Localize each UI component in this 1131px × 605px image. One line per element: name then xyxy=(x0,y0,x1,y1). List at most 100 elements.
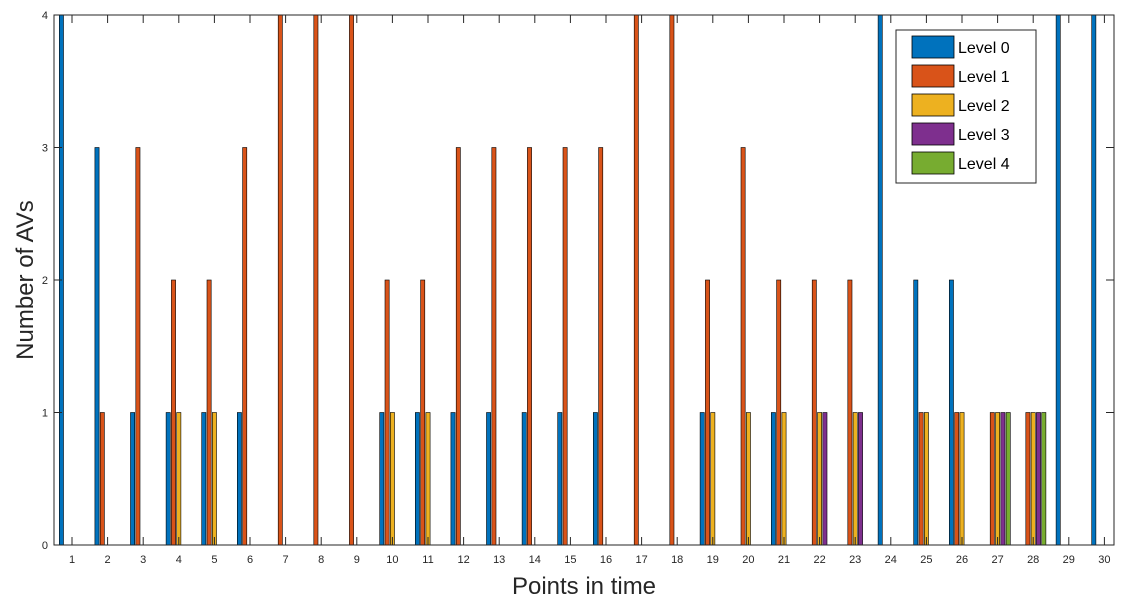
bar-level-1-t4 xyxy=(171,279,176,546)
bar-level-3-t22 xyxy=(822,412,828,546)
bar-level-1-t12 xyxy=(455,147,461,546)
bar-level-1-t11 xyxy=(420,279,426,546)
bar-level-0-t19 xyxy=(699,412,705,546)
x-tick-label: 24 xyxy=(885,554,897,566)
x-tick-label: 3 xyxy=(140,554,146,566)
bar-level-0-t12 xyxy=(450,412,456,546)
bar-level-2-t22 xyxy=(817,412,822,546)
legend-label-level-1: Level 1 xyxy=(958,69,1010,86)
bar-level-3-t28 xyxy=(1036,412,1041,546)
y-tick-label: 2 xyxy=(42,275,48,287)
y-tick-label: 1 xyxy=(42,408,48,420)
x-tick-label: 12 xyxy=(457,554,469,566)
bar-level-0-t13 xyxy=(486,412,491,546)
bar-level-1-t8 xyxy=(313,14,319,546)
x-tick-label: 26 xyxy=(956,554,968,566)
bar-level-2-t4 xyxy=(176,412,182,546)
bar-level-1-t18 xyxy=(669,14,675,546)
x-tick-label: 22 xyxy=(813,554,825,566)
bar-level-1-t7 xyxy=(277,14,283,546)
bar-level-1-t6 xyxy=(242,147,248,546)
y-tick-label: 3 xyxy=(42,143,48,155)
bar-level-3-t23 xyxy=(858,412,863,546)
x-tick-label: 16 xyxy=(600,554,612,566)
bar-level-0-t2 xyxy=(94,147,100,546)
bar-level-4-t27 xyxy=(1005,412,1011,546)
x-tick-label: 17 xyxy=(635,554,647,566)
bar-level-1-t10 xyxy=(384,279,390,546)
bar-level-2-t26 xyxy=(959,412,965,546)
x-tick-label: 29 xyxy=(1063,554,1075,566)
bar-level-0-t30 xyxy=(1091,14,1097,546)
x-tick-label: 14 xyxy=(529,554,541,566)
legend-swatch-level-1 xyxy=(911,64,955,88)
bar-level-2-t25 xyxy=(923,412,929,546)
bar-level-0-t11 xyxy=(414,412,420,546)
bar-level-0-t5 xyxy=(201,412,207,546)
bar-level-1-t14 xyxy=(527,147,532,546)
bar-level-0-t14 xyxy=(521,412,527,546)
legend: Level 0 Level 1 Level 2 Level 3 Level 4 xyxy=(895,29,1037,184)
x-tick-label: 2 xyxy=(105,554,111,566)
bar-level-2-t21 xyxy=(781,412,787,546)
x-tick-label: 4 xyxy=(176,554,182,566)
x-tick-label: 27 xyxy=(991,554,1003,566)
bar-level-1-t19 xyxy=(705,279,710,546)
legend-swatch-level-0 xyxy=(911,35,955,59)
bar-level-0-t25 xyxy=(913,279,919,546)
x-tick-label: 25 xyxy=(920,554,932,566)
bar-level-1-t27 xyxy=(989,412,995,546)
bar-level-1-t26 xyxy=(954,412,960,546)
bar-level-0-t4 xyxy=(165,412,171,546)
bar-level-1-t22 xyxy=(811,279,817,546)
x-tick-label: 5 xyxy=(211,554,217,566)
x-tick-label: 10 xyxy=(386,554,398,566)
bar-level-1-t15 xyxy=(562,147,568,546)
x-tick-label: 20 xyxy=(742,554,754,566)
legend-label-level-2: Level 2 xyxy=(958,98,1010,115)
bar-level-1-t20 xyxy=(740,147,746,546)
bar-level-1-t3 xyxy=(135,147,141,546)
x-tick-label: 23 xyxy=(849,554,861,566)
x-tick-label: 21 xyxy=(778,554,790,566)
x-tick-label: 30 xyxy=(1098,554,1110,566)
y-tick-label: 0 xyxy=(42,540,48,552)
bar-level-0-t16 xyxy=(592,412,598,546)
x-tick-label: 1 xyxy=(69,554,75,566)
bar-level-1-t28 xyxy=(1025,412,1031,546)
legend-swatch-level-2 xyxy=(911,93,955,117)
bar-level-2-t23 xyxy=(852,412,858,546)
bar-level-2-t10 xyxy=(389,412,395,546)
bar-level-2-t19 xyxy=(710,412,716,546)
bar-level-0-t29 xyxy=(1055,14,1061,546)
legend-label-level-0: Level 0 xyxy=(958,40,1010,57)
bar-level-1-t16 xyxy=(598,147,604,546)
x-tick-label: 11 xyxy=(422,554,433,566)
bar-level-1-t13 xyxy=(491,147,497,546)
bar-level-0-t6 xyxy=(237,412,242,546)
bar-level-0-t21 xyxy=(770,412,776,546)
bar-level-0-t3 xyxy=(130,412,135,546)
bar-level-2-t27 xyxy=(995,412,1000,546)
x-tick-label: 18 xyxy=(671,554,683,566)
x-tick-label: 15 xyxy=(564,554,576,566)
bar-level-1-t21 xyxy=(776,279,782,546)
bar-level-1-t17 xyxy=(633,14,639,546)
legend-label-level-3: Level 3 xyxy=(958,127,1010,144)
bar-level-2-t11 xyxy=(425,412,431,546)
x-tick-label: 7 xyxy=(283,554,289,566)
bar-level-1-t23 xyxy=(847,279,853,546)
bar-level-4-t28 xyxy=(1041,412,1047,546)
bar-level-0-t15 xyxy=(557,412,563,546)
bar-level-1-t25 xyxy=(918,412,924,546)
bar-level-2-t5 xyxy=(212,412,217,546)
x-tick-label: 8 xyxy=(318,554,324,566)
x-tick-label: 13 xyxy=(493,554,505,566)
bar-level-1-t2 xyxy=(99,412,105,546)
legend-label-level-4: Level 4 xyxy=(958,156,1010,173)
y-axis-title: Number of AVs xyxy=(12,200,39,360)
bar-level-0-t26 xyxy=(948,279,954,546)
legend-swatch-level-4 xyxy=(911,151,955,175)
